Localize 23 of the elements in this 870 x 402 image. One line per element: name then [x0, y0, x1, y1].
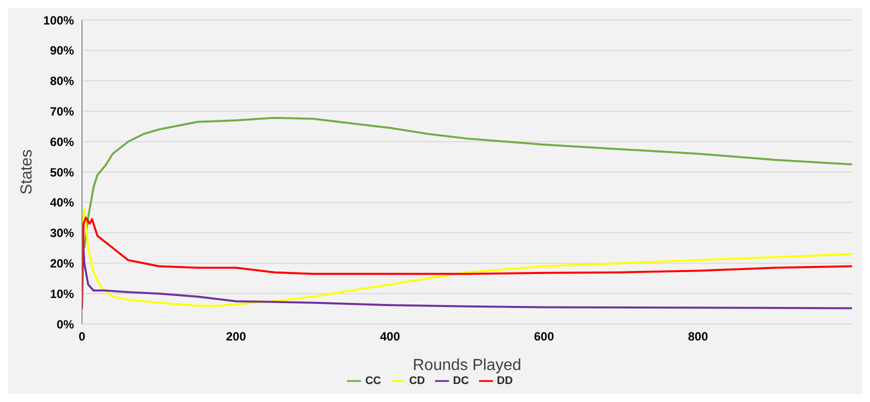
- y-tick-label: 90%: [50, 44, 74, 58]
- y-tick-label: 30%: [50, 226, 74, 240]
- legend-label: CD: [409, 374, 425, 387]
- x-tick-label: 600: [534, 330, 554, 344]
- y-tick-label: 50%: [50, 165, 74, 180]
- y-tick-label: 40%: [50, 196, 74, 210]
- y-axis-title: States: [18, 149, 36, 195]
- legend-label: CC: [365, 374, 382, 387]
- x-tick-label: 0: [78, 330, 86, 344]
- y-tick-label: 20%: [50, 256, 74, 270]
- legend-label: DC: [453, 374, 469, 387]
- y-tick-label: 100%: [43, 13, 74, 28]
- y-tick-label: 0%: [56, 317, 74, 332]
- y-tick-label: 70%: [50, 104, 74, 118]
- y-tick-label: 80%: [50, 74, 74, 88]
- y-tick-label: 10%: [50, 286, 74, 301]
- y-tick-label: 60%: [50, 134, 74, 149]
- x-tick-label: 400: [380, 330, 400, 344]
- x-tick-label: 200: [226, 330, 246, 344]
- x-tick-label: 800: [688, 330, 708, 344]
- x-axis-title: Rounds Played: [412, 357, 522, 374]
- line-series: [83, 116, 852, 249]
- legend-label: DD: [496, 374, 513, 387]
